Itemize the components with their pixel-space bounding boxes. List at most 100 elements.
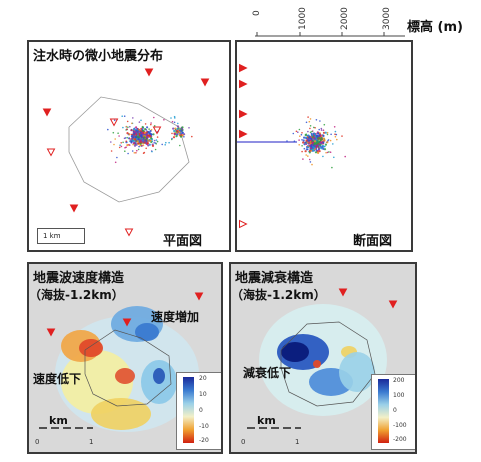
- earthquake-point: [120, 145, 123, 148]
- earthquake-point: [138, 121, 141, 123]
- earthquake-point: [172, 136, 176, 139]
- earthquake-point: [317, 132, 320, 135]
- earthquake-point: [181, 128, 184, 131]
- earthquake-point: [141, 131, 144, 134]
- plan-view-label: 平面図: [163, 234, 203, 249]
- earthquake-point: [150, 133, 153, 136]
- attenuation-colorbar: [378, 379, 389, 443]
- attenuation-anomaly-region: [313, 360, 321, 368]
- cross-section-panel: 断面図: [235, 40, 413, 252]
- earthquake-point: [134, 138, 137, 141]
- earthquake-point: [188, 127, 190, 129]
- earthquake-point: [307, 148, 309, 151]
- earthquake-point: [129, 138, 131, 140]
- earthquake-point: [132, 130, 135, 133]
- earthquake-point: [297, 131, 299, 133]
- earthquake-point: [322, 134, 325, 137]
- seismic-station-icon: [46, 148, 56, 157]
- earthquake-point: [123, 137, 126, 140]
- earthquake-point: [153, 116, 155, 119]
- earthquake-point: [132, 117, 134, 119]
- attenuation-colorbar-tick: 100: [393, 392, 405, 399]
- earthquake-point: [323, 139, 326, 142]
- earthquake-point: [334, 130, 337, 133]
- earthquake-point: [318, 150, 321, 153]
- earthquake-point: [132, 135, 136, 138]
- plan-outline: [68, 96, 190, 203]
- earthquake-point: [319, 135, 322, 138]
- earthquake-point: [137, 130, 140, 133]
- earthquake-point: [307, 134, 310, 137]
- earthquake-point: [163, 119, 165, 121]
- earthquake-point: [305, 154, 307, 156]
- earthquake-point: [313, 126, 315, 129]
- attenuation-colorbar-tick: -100: [393, 422, 407, 429]
- earthquake-point: [129, 125, 131, 128]
- earthquake-point: [309, 142, 312, 145]
- earthquake-point: [134, 129, 137, 132]
- earthquake-point: [153, 142, 155, 144]
- earthquake-point: [307, 137, 310, 140]
- earthquake-point: [319, 142, 322, 145]
- earthquake-point: [322, 129, 325, 131]
- earthquake-point: [341, 135, 343, 137]
- velocity-scale-tick: 1: [89, 438, 94, 446]
- attenuation-colorbar-tick: -200: [393, 436, 407, 443]
- earthquake-point: [172, 127, 175, 130]
- scale-bar-box: 1 km: [37, 228, 85, 244]
- earthquake-point: [301, 139, 303, 141]
- earthquake-point: [110, 150, 113, 152]
- earthquake-point: [304, 150, 307, 153]
- attenuation-decrease-label: 減衰低下: [243, 366, 292, 380]
- earthquake-point: [132, 139, 135, 142]
- attenuation-map: [247, 288, 398, 429]
- earthquake-point: [315, 149, 318, 152]
- earthquake-point: [116, 156, 118, 159]
- earthquake-point: [141, 145, 143, 147]
- earthquake-point: [113, 119, 116, 122]
- earthquake-point: [314, 140, 317, 143]
- attenuation-colorbar-tick: 200: [393, 377, 405, 384]
- earthquake-point: [179, 144, 181, 147]
- earthquake-point: [173, 132, 176, 136]
- earthquake-point: [332, 143, 334, 145]
- seismic-station-icon: [109, 118, 119, 127]
- earthquake-point: [301, 145, 303, 147]
- velocity-colorbar-tick: -10: [199, 423, 209, 430]
- earthquake-point: [174, 117, 176, 119]
- earthquake-point: [309, 131, 312, 134]
- velocity-anomaly-region: [115, 368, 135, 384]
- earthquake-point: [150, 129, 153, 131]
- earthquake-point: [307, 116, 309, 118]
- earthquake-point: [317, 137, 320, 140]
- seismic-station-icon: [152, 126, 162, 135]
- earthquake-point: [145, 147, 147, 150]
- earthquake-point: [317, 134, 321, 137]
- elevation-tick: 0: [252, 10, 262, 16]
- velocity-anomaly-region: [91, 398, 151, 430]
- velocity-colorbar-tick: -20: [199, 437, 209, 444]
- earthquake-point: [136, 127, 138, 130]
- earthquake-point: [175, 135, 178, 138]
- earthquake-point: [173, 129, 176, 133]
- seismic-station-icon: [239, 109, 248, 119]
- velocity-scale-unit: km: [49, 414, 68, 427]
- earthquake-point: [317, 141, 320, 144]
- earthquake-point: [128, 133, 131, 136]
- earthquake-point: [322, 137, 325, 140]
- earthquake-point: [148, 134, 152, 137]
- earthquake-point: [156, 140, 159, 143]
- earthquake-point: [151, 150, 153, 153]
- earthquake-point: [127, 152, 129, 155]
- earthquake-point: [170, 117, 172, 119]
- earthquake-point: [171, 120, 174, 123]
- earthquake-point: [126, 136, 128, 139]
- earthquake-point: [309, 125, 312, 127]
- earthquake-point: [173, 121, 176, 124]
- earthquake-point: [130, 129, 133, 132]
- earthquake-point: [177, 122, 179, 125]
- attenuation-colorbar-tick: 0: [393, 407, 397, 414]
- earthquake-point: [311, 134, 314, 137]
- earthquake-point: [122, 141, 124, 144]
- earthquake-point: [303, 147, 306, 150]
